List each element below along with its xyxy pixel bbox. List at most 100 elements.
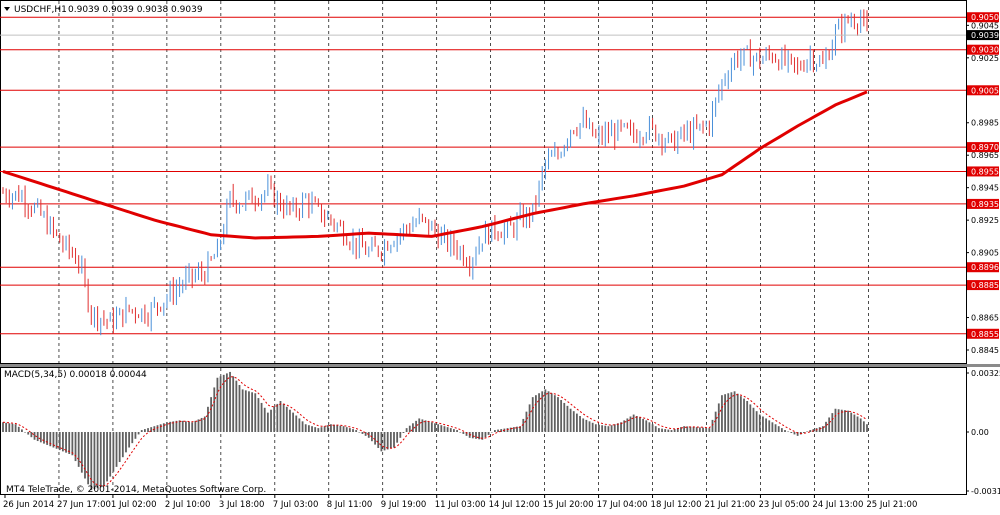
macd-bar — [780, 428, 783, 432]
x-tick-label: 7 Jul 03:00 — [273, 500, 319, 510]
macd-bar — [680, 427, 682, 432]
macd-bar — [361, 432, 364, 434]
price-tick-label: 0.8965 — [971, 151, 999, 160]
macd-bar — [475, 432, 477, 439]
macd-bar — [828, 417, 831, 432]
macd-bar — [446, 427, 449, 432]
macd-bar — [430, 422, 433, 432]
macd-bar — [24, 432, 26, 433]
macd-bar — [5, 422, 8, 432]
macd-bar — [289, 409, 291, 432]
macd-bar — [424, 420, 427, 432]
macd-tick-label: 0.00 — [971, 428, 989, 437]
macd-bar — [314, 427, 317, 432]
time-axis: 26 Jun 2014 27 Jun 17:00 1 Jul 02:00 2 Jul … — [3, 494, 917, 510]
macd-bar — [654, 426, 657, 432]
macd-bar — [355, 430, 358, 432]
level-badge — [967, 280, 999, 291]
level-badge-label: 0.8896 — [971, 263, 999, 272]
macd-bar — [648, 422, 651, 432]
macd-bar — [525, 411, 528, 432]
macd-bar — [14, 424, 17, 432]
macd-bar — [333, 424, 335, 432]
macd-bar — [140, 430, 143, 432]
macd-bar — [421, 419, 424, 432]
macd-bar — [572, 411, 575, 432]
macd-bar — [2, 422, 4, 432]
macd-bar — [560, 400, 563, 432]
macd-bar — [8, 423, 11, 432]
macd-bar — [762, 416, 764, 432]
price-tick-label: 0.9045 — [971, 21, 999, 30]
macd-bar — [771, 422, 774, 432]
macd-bar — [453, 429, 455, 432]
macd-bar — [639, 417, 641, 432]
macd-bar — [601, 425, 604, 432]
level-badge-label: 0.8885 — [971, 281, 999, 290]
price-tick-label: 0.8905 — [971, 249, 999, 258]
macd-bar — [765, 418, 767, 432]
macd-bar — [667, 429, 670, 432]
macd-bar — [437, 424, 440, 432]
level-badge-label: 0.9030 — [971, 46, 999, 55]
x-tick-label: 17 Jul 04:00 — [597, 500, 648, 510]
macd-bar — [181, 420, 184, 432]
macd-bar — [604, 425, 607, 432]
macd-bar — [862, 421, 865, 432]
x-tick-label: 23 Jul 05:00 — [758, 500, 809, 510]
macd-bar — [207, 406, 209, 432]
macd-bar — [462, 432, 465, 434]
macd-bar — [52, 432, 55, 448]
moving-average-line — [2, 90, 868, 240]
macd-bar — [58, 432, 61, 451]
macd-bar — [374, 432, 376, 445]
macd-bar — [516, 426, 518, 432]
macd-bar — [62, 432, 64, 452]
macd-bar — [708, 428, 711, 432]
macd-bar — [484, 432, 487, 438]
macd-bar — [844, 410, 846, 432]
macd-bar — [478, 432, 481, 440]
x-tick-label: 25 Jul 21:00 — [866, 500, 917, 510]
macd-bar — [459, 432, 462, 433]
macd-bar — [553, 395, 556, 432]
level-badge — [967, 262, 999, 273]
macd-bar — [405, 428, 408, 432]
macd-bar — [263, 407, 266, 432]
macd-bar — [427, 421, 430, 432]
macd-bar — [579, 416, 581, 432]
macd-bar — [566, 405, 569, 432]
dropdown-arrow-icon[interactable] — [4, 7, 10, 11]
macd-bar — [598, 424, 600, 432]
macd-bar — [859, 418, 862, 432]
level-badge-label: 0.9050 — [971, 13, 999, 22]
macd-bar — [809, 430, 812, 432]
macd-bar — [251, 392, 254, 432]
macd-bar — [695, 427, 698, 432]
macd-bar — [134, 432, 137, 439]
macd-bar — [364, 432, 367, 436]
macd-bar — [541, 391, 544, 432]
macd-bar — [339, 425, 342, 432]
macd-bar — [456, 430, 458, 432]
macd-bar — [724, 394, 727, 432]
macd-tick-label: -0.00316 — [971, 487, 1000, 496]
macd-bar — [49, 432, 52, 447]
macd-bar — [806, 431, 808, 433]
macd-bar — [821, 426, 824, 432]
level-badge — [967, 198, 999, 209]
macd-bar — [383, 432, 386, 451]
macd-bar — [330, 424, 332, 432]
macd-bar — [166, 422, 168, 432]
macd-bar — [825, 421, 827, 432]
macd-bar — [279, 401, 282, 432]
horizontal-levels — [0, 16, 966, 335]
macd-bar — [853, 414, 856, 432]
macd-bar — [106, 432, 108, 482]
macd-bar — [569, 408, 572, 432]
macd-bar — [65, 432, 67, 453]
macd-bar — [33, 432, 36, 440]
level-badge — [967, 44, 999, 55]
level-badge-label: 0.8955 — [971, 167, 999, 176]
macd-bar — [616, 423, 619, 432]
